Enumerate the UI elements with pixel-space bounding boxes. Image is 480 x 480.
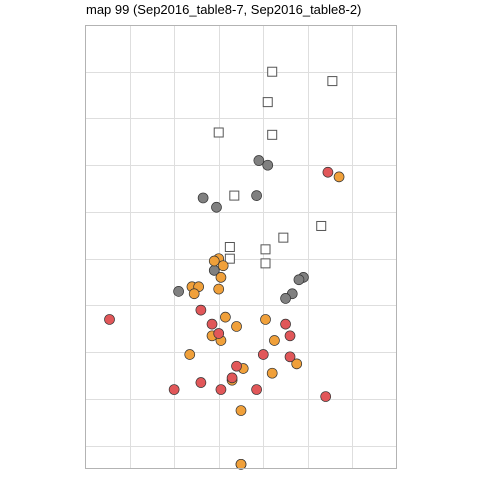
square-point	[260, 258, 271, 269]
square-point	[262, 97, 273, 108]
red-circle-point	[215, 384, 227, 395]
orange-circle-point	[213, 283, 225, 295]
square-point	[260, 244, 271, 255]
red-circle-point	[251, 384, 262, 395]
square-point	[278, 232, 289, 243]
orange-circle-point	[291, 358, 303, 370]
red-circle-point	[284, 351, 296, 363]
orange-circle-point	[231, 321, 242, 332]
red-circle-point	[284, 330, 296, 342]
gray-circle-point	[253, 155, 265, 166]
red-circle-point	[320, 391, 332, 402]
red-circle-point	[195, 304, 207, 316]
orange-circle-point	[333, 171, 345, 183]
red-circle-point	[206, 318, 218, 330]
orange-circle-point	[266, 367, 278, 379]
orange-circle-point	[188, 288, 200, 300]
gray-circle-point	[211, 201, 222, 213]
red-circle-point	[280, 318, 291, 330]
orange-circle-point	[235, 405, 247, 416]
orange-circle-point	[269, 335, 280, 346]
square-point	[213, 127, 224, 138]
data-points	[104, 66, 345, 470]
square-point	[229, 190, 240, 201]
orange-circle-point	[208, 255, 220, 267]
orange-circle-point	[260, 314, 271, 325]
gray-circle-point	[173, 286, 184, 297]
plot-panel	[85, 25, 397, 469]
square-point	[267, 129, 278, 140]
square-point	[224, 242, 235, 252]
chart-title: map 99 (Sep2016_table8-7, Sep2016_table8…	[86, 2, 362, 17]
red-circle-point	[195, 377, 207, 388]
square-point	[267, 66, 278, 77]
gray-circle-point	[262, 159, 274, 171]
square-point	[316, 220, 327, 231]
orange-circle-point	[220, 311, 231, 323]
gray-circle-point	[251, 190, 262, 201]
square-point	[224, 253, 235, 264]
orange-circle-point	[215, 272, 227, 283]
red-circle-point	[226, 372, 238, 384]
orange-circle-point	[235, 458, 247, 470]
red-circle-point	[104, 314, 115, 325]
plot-panel-border	[85, 25, 397, 469]
gray-circle-point	[197, 192, 209, 204]
red-circle-point	[257, 349, 269, 360]
gray-circle-point	[293, 274, 305, 286]
orange-circle-point	[217, 260, 229, 272]
gray-circle-point	[280, 293, 291, 304]
orange-circle-point	[184, 349, 196, 360]
red-circle-point	[213, 328, 225, 339]
square-point	[327, 76, 338, 87]
red-circle-point	[231, 360, 242, 372]
red-circle-point	[322, 166, 334, 178]
red-circle-point	[168, 384, 180, 395]
